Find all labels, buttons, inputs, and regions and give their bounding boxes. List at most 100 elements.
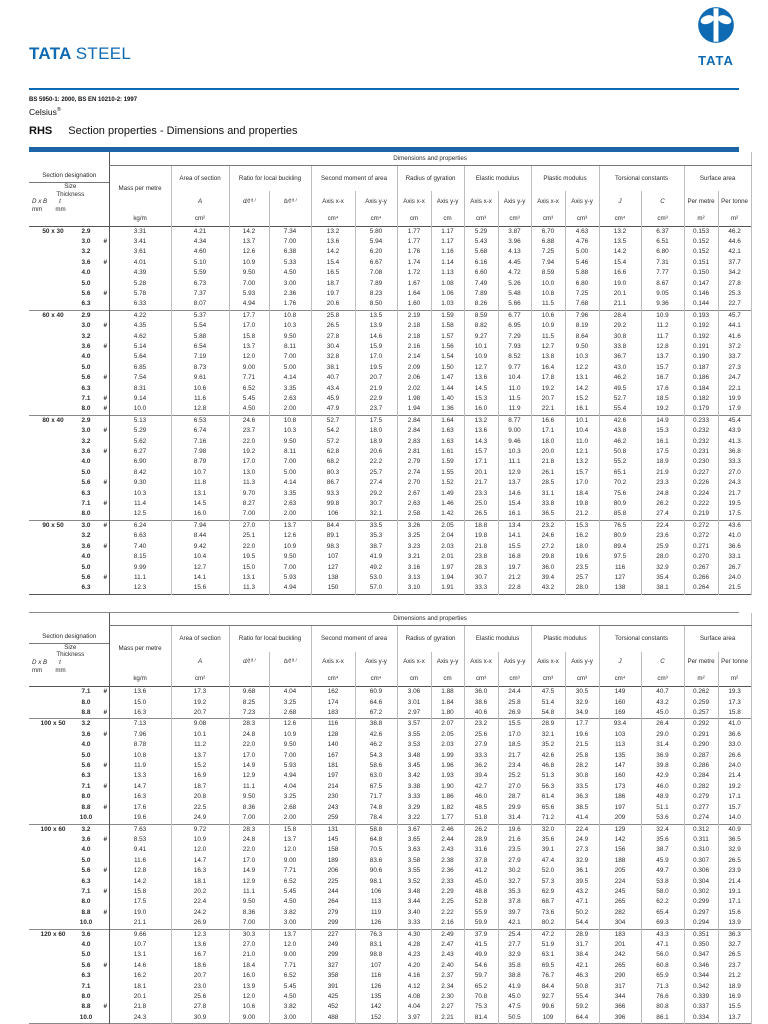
col-group-surface-area: Surface area	[683, 625, 752, 652]
cell-rx: 4.30	[396, 928, 432, 940]
cell-thickness: 3.6	[81, 542, 91, 550]
cell-zxx: 38.6	[463, 697, 499, 709]
cell-iyy: 58.8	[354, 823, 398, 835]
cell-iyy: 142	[354, 1002, 398, 1013]
cell-d-over-t: 6.52	[228, 383, 270, 394]
cell-iyy: 135	[354, 992, 398, 1003]
cell-b-over-t: 5.33	[268, 257, 312, 269]
cell-mass: 6.90	[108, 457, 172, 468]
cell-thickness: 5.6	[81, 289, 91, 297]
cell-rx: 3.67	[396, 823, 432, 835]
cell-j: 173	[598, 781, 642, 793]
cell-mass: 9.66	[108, 928, 172, 940]
cell-sxx: 36.5	[530, 509, 566, 521]
cell-size: 100 x 50	[29, 718, 73, 730]
cell-limit-mark: #	[103, 730, 108, 738]
cell-zxx: 7.89	[463, 288, 499, 300]
cell-zxx: 5.68	[463, 247, 499, 258]
t-unit: mm	[55, 205, 66, 213]
cell-zyy: 15.5	[497, 718, 532, 730]
cell-b-over-t: 3.82	[268, 907, 312, 919]
cell-rx: 4.16	[396, 971, 432, 982]
cell-iyy: 20.7	[354, 373, 398, 384]
cell-surface-per-metre: 0.153	[683, 225, 719, 237]
cell-syy: 47.1	[564, 897, 600, 908]
cell-syy: 27.3	[564, 845, 600, 856]
cell-surface-per-metre: 0.344	[683, 971, 719, 982]
cell-iyy: 113	[354, 897, 398, 908]
cell-surface-per-metre: 0.262	[683, 686, 719, 698]
cell-d-over-t: 21.0	[228, 950, 270, 961]
cell-thickness: 4.0	[81, 846, 91, 854]
cell-j: 29.2	[598, 321, 642, 332]
cell-area: 4.21	[170, 225, 230, 237]
cell-j: 209	[598, 813, 642, 824]
table-1-top-bar	[29, 147, 739, 152]
cell-ry: 1.17	[430, 236, 465, 248]
cell-syy: 50.2	[564, 907, 600, 919]
cell-zxx: 14.3	[463, 436, 499, 448]
cell-zxx: 28.3	[463, 562, 499, 573]
cell-thickness: 7.1	[81, 982, 91, 990]
cell-thickness: 4.0	[81, 940, 91, 948]
cell-b-over-t: 13.7	[268, 834, 312, 846]
cell-j: 135	[598, 750, 642, 762]
cell-surface-per-tonne: 32.7	[717, 939, 752, 951]
cell-d-over-t: 15.8	[228, 331, 270, 342]
cell-mass: 21.1	[108, 918, 172, 930]
table-row: 3.0 #3.41 4.34 13.7 7.00 13.6 5.94 1.77 1.17 5.43…	[29, 236, 752, 248]
cell-mass: 11.4	[108, 499, 172, 510]
cell-mass: 4.35	[108, 321, 172, 332]
cell-rx: 3.42	[396, 771, 432, 782]
cell-b-over-t: 7.00	[268, 562, 312, 573]
cell-iyy: 13.9	[354, 321, 398, 332]
cell-size	[29, 887, 73, 897]
cell-c: 25.9	[640, 541, 685, 553]
col-sublabel: Axis x-x	[530, 651, 566, 672]
cell-area: 20.8	[170, 792, 230, 803]
cell-zxx: 37.8	[463, 855, 499, 867]
cell-surface-per-metre: 0.334	[683, 1012, 719, 1024]
cell-limit-mark: #	[103, 908, 108, 916]
cell-j: 317	[598, 981, 642, 992]
cell-rx: 3.33	[396, 918, 432, 930]
cell-surface-per-metre: 0.186	[683, 373, 719, 384]
cell-thickness: 8.0	[81, 510, 91, 518]
cell-d-over-t: 25.1	[228, 531, 270, 542]
cell-zyy: 47.5	[497, 1002, 532, 1013]
cell-area: 10.6	[170, 383, 230, 394]
cell-ry: 1.94	[430, 572, 465, 584]
designation-thickness-label: Thickness	[56, 651, 85, 659]
cell-zyy: 39.7	[497, 907, 532, 919]
cell-mass: 6.33	[108, 299, 172, 311]
cell-size	[29, 563, 73, 573]
cell-mass: 4.01	[108, 257, 172, 269]
cell-thickness: 8.0	[81, 898, 91, 906]
cell-iyy: 42.6	[354, 729, 398, 741]
cell-zxx: 26.5	[463, 509, 499, 521]
cell-d-over-t: 12.9	[228, 876, 270, 887]
cell-iyy: 49.2	[354, 562, 398, 573]
cell-zyy: 14.1	[497, 531, 532, 542]
cell-surface-per-metre: 0.226	[683, 478, 719, 489]
cell-surface-per-tonne: 21.7	[717, 488, 752, 500]
cell-surface-per-metre: 0.190	[683, 352, 719, 363]
cell-zyy: 50.5	[497, 1012, 532, 1024]
cell-sxx: 7.25	[530, 247, 566, 258]
cell-zxx: 21.7	[463, 478, 499, 489]
cell-size	[29, 573, 73, 583]
cell-sxx: 24.6	[530, 531, 566, 542]
cell-surface-per-tonne: 36.6	[717, 729, 752, 741]
cell-c: 48.9	[640, 792, 685, 803]
cell-syy: 30.8	[564, 771, 600, 782]
cell-rx: 1.98	[396, 394, 432, 405]
cell-iyy: 67.5	[354, 781, 398, 793]
cell-syy: 12.1	[564, 447, 600, 458]
cell-ixx: 38.1	[310, 362, 356, 374]
cell-iyy: 57.0	[354, 583, 398, 595]
cell-thickness: 5.0	[81, 563, 91, 571]
cell-mass: 10.3	[108, 488, 172, 500]
cell-zxx: 9.27	[463, 331, 499, 342]
cell-size	[29, 803, 73, 813]
cell-zyy: 12.9	[497, 467, 532, 479]
